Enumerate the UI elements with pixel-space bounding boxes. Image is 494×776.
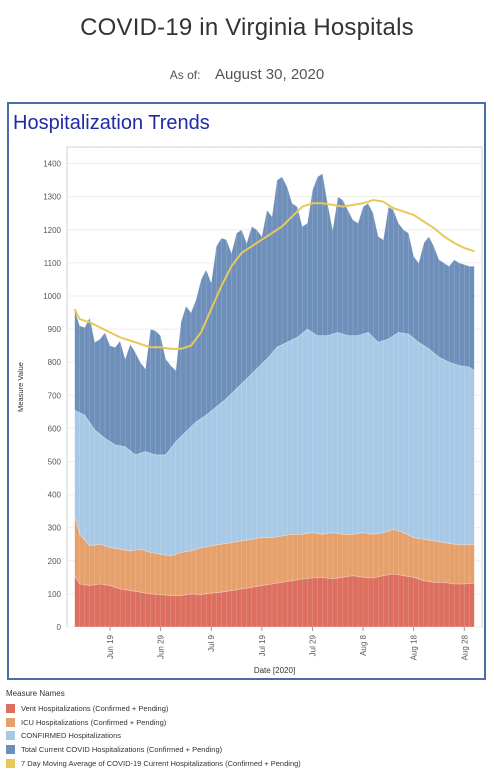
legend-title: Measure Names	[6, 689, 65, 698]
legend-item[interactable]: Vent Hospitalizations (Confirmed + Pendi…	[6, 702, 301, 716]
page-title: COVID-19 in Virginia Hospitals	[80, 14, 414, 41]
legend-swatch	[6, 745, 15, 755]
y-tick-label: 1200	[43, 226, 61, 235]
y-tick-label: 1000	[43, 292, 61, 301]
legend-label: ICU Hospitalizations (Confirmed + Pendin…	[21, 717, 167, 727]
legend-swatch	[6, 731, 15, 741]
hospitalization-trends-panel: Hospitalization Trends 0 100 200 300 400 500 6…	[7, 102, 486, 680]
y-tick-label: 300	[48, 524, 62, 533]
y-tick-label: 600	[48, 424, 62, 433]
x-tick-label: Aug 18	[410, 634, 419, 660]
legend-label: Total Current COVID Hospitalizations (Co…	[21, 745, 223, 755]
y-tick-label: 100	[48, 590, 62, 599]
y-axis-label: Measure Value	[16, 362, 25, 412]
panel-title: Hospitalization Trends	[13, 112, 210, 134]
legend-swatch	[6, 758, 15, 768]
as-of-row: As of: August 30, 2020	[0, 66, 494, 84]
legend-item[interactable]: ICU Hospitalizations (Confirmed + Pendin…	[6, 716, 301, 730]
y-tick-label: 500	[48, 457, 62, 466]
y-tick-label: 1400	[43, 160, 61, 169]
as-of-label: As of:	[169, 68, 201, 82]
legend-label: CONFIRMED Hospitalizations	[21, 731, 122, 741]
as-of-date: August 30, 2020	[214, 66, 325, 83]
legend-item[interactable]: 7 Day Moving Average of COVID-19 Current…	[6, 756, 301, 770]
hospitalization-chart[interactable]: 0 100 200 300 400 500 600 700 800 900 1000 1100 1200…	[9, 104, 484, 678]
x-tick-label: Aug 8	[359, 634, 368, 655]
legend-swatch	[6, 717, 15, 727]
y-tick-label: 700	[48, 391, 62, 400]
x-tick-label: Jun 19	[106, 634, 115, 659]
y-tick-label: 400	[48, 491, 62, 500]
legend-item[interactable]: CONFIRMED Hospitalizations	[6, 729, 301, 743]
y-tick-label: 800	[48, 358, 62, 367]
legend-label: Vent Hospitalizations (Confirmed + Pendi…	[21, 704, 169, 714]
x-tick-label: Jul 19	[258, 634, 267, 656]
y-tick-label: 0	[57, 623, 62, 632]
legend-label: 7 Day Moving Average of COVID-19 Current…	[21, 758, 301, 768]
x-tick-label: Aug 28	[460, 634, 469, 660]
x-tick-label: Jul 29	[308, 634, 317, 656]
y-tick-label: 1300	[43, 193, 61, 202]
x-tick-label: Jun 29	[157, 634, 166, 659]
y-tick-label: 200	[48, 557, 62, 566]
y-tick-label: 900	[48, 325, 62, 334]
x-axis-label: Date [2020]	[254, 666, 295, 675]
y-tick-label: 1100	[44, 259, 62, 268]
area-series[interactable]	[74, 573, 475, 628]
x-tick-label: Jul 9	[207, 634, 216, 651]
legend: Measure Names Vent Hospitalizations (Con…	[6, 689, 301, 770]
legend-item[interactable]: Total Current COVID Hospitalizations (Co…	[6, 743, 301, 757]
legend-swatch	[6, 704, 15, 714]
moving-average-line[interactable]	[73, 198, 475, 350]
